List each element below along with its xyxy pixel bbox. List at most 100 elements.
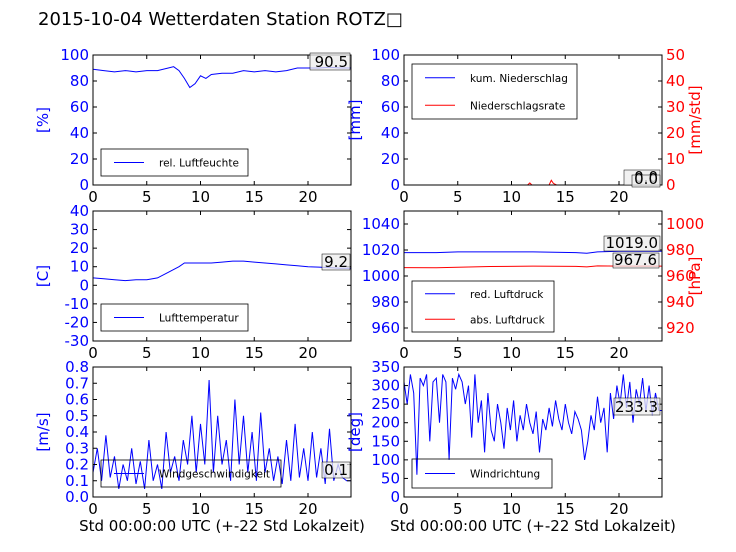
p4-xtick-label-3: 15 — [556, 344, 575, 362]
p6-ytick-label-2: 100 — [371, 451, 400, 469]
p1-series-line-0 — [92, 66, 351, 89]
p4-ytick-right-label-4: 1000 — [666, 215, 704, 233]
p6-ytick-label-1: 50 — [381, 469, 400, 487]
p6-ytick-label-7: 350 — [371, 358, 400, 376]
p1-xtick-label-3: 15 — [245, 188, 264, 206]
p6-legend-label-0: Windrichtung — [470, 469, 540, 481]
p5-xtick-label-0: 0 — [88, 500, 98, 518]
p5-xtick-label-1: 5 — [142, 500, 152, 518]
p3-xtick-label-1: 5 — [142, 344, 152, 362]
p5-value-box-0 — [321, 461, 351, 479]
p1-ytick-label-1: 20 — [70, 150, 89, 168]
p1-ylabel: [%] — [34, 107, 52, 133]
p3-legend-box — [100, 303, 249, 332]
p5-ytick-label-4: 0.4 — [65, 423, 89, 441]
p2-ytick-label-0: 0 — [390, 176, 400, 194]
p6-xtick-label-1: 5 — [453, 500, 463, 518]
figure-title: 2015-10-04 Wetterdaten Station ROTZ□ — [38, 9, 403, 30]
p4-ytick-right-label-0: 920 — [666, 319, 695, 337]
p1-ytick-label-0: 0 — [79, 176, 89, 194]
p1-legend-label-0: rel. Luftfeuchte — [159, 158, 239, 170]
p5-ytick-label-1: 0.1 — [65, 472, 89, 490]
p3-xtick-label-2: 10 — [191, 344, 210, 362]
p3-ytick-label-5: 20 — [70, 239, 89, 257]
p2-ytick-label-3: 60 — [381, 98, 400, 116]
p1-ytick-label-4: 80 — [70, 72, 89, 90]
p2-ylabel: [mm] — [346, 100, 364, 141]
p2-value-box-1 — [631, 174, 661, 188]
p1-ytick-label-5: 100 — [60, 46, 89, 64]
p3-xtick-label-4: 20 — [298, 344, 317, 362]
p2-legend-label-0: kum. Niederschlag — [470, 73, 568, 85]
p6-series-line-0 — [403, 372, 662, 475]
p5-ylabel: [m/s] — [34, 412, 52, 451]
p2-xtick-label-2: 10 — [502, 188, 521, 206]
p1-value-label-0: 90.5 — [315, 53, 348, 71]
p2-xtick-label-0: 0 — [399, 188, 409, 206]
p1-legend-box — [100, 148, 249, 177]
p4-series-line-0 — [404, 250, 662, 254]
p6-xlabel: Std 00:00:00 UTC (+-22 Std Lokalzeit) — [390, 517, 676, 535]
p3-value-label-0: 9.2 — [324, 253, 348, 271]
p5-ytick-label-3: 0.3 — [65, 439, 89, 457]
p4-ytick-right-label-3: 980 — [666, 241, 695, 259]
p2-value-label-1: 0.0 — [634, 170, 658, 188]
p3-legend-label-0: Lufttemperatur — [159, 313, 239, 325]
p3-axes-frame — [92, 210, 352, 342]
p6-ytick-label-3: 150 — [371, 432, 400, 450]
p4-series-line-1 — [403, 265, 662, 269]
p4-ytick-label-3: 1020 — [362, 241, 400, 259]
p4-xtick-label-4: 20 — [609, 344, 628, 362]
p2-ytick-right-label-2: 20 — [666, 124, 685, 142]
p5-value-label-0: 0.1 — [324, 461, 348, 479]
p1-xtick-label-2: 10 — [191, 188, 210, 206]
p6-ytick-label-0: 0 — [390, 488, 400, 506]
p3-ytick-label-0: -30 — [65, 332, 90, 350]
p4-ytick-right-label-1: 940 — [666, 293, 695, 311]
p4-ytick-right-label-2: 960 — [666, 267, 695, 285]
p6-xtick-label-3: 15 — [556, 500, 575, 518]
p2-axes-frame — [403, 54, 663, 186]
p4-value-box-0 — [603, 235, 661, 252]
p2-series-line-1 — [404, 179, 662, 186]
p4-ylabel-right: [hPa] — [686, 257, 704, 296]
p4-legend-label-0: red. Luftdruck — [470, 289, 544, 301]
p6-ytick-label-5: 250 — [371, 395, 400, 413]
p5-legend-label-0: Windgeschwindigkeit — [159, 469, 270, 481]
p2-legend-label-1: Niederschlagsrate — [470, 100, 565, 112]
p4-ytick-label-2: 1000 — [362, 267, 400, 285]
p3-ytick-label-6: 30 — [70, 221, 89, 239]
p5-xtick-label-4: 20 — [298, 500, 317, 518]
p6-axes-frame — [403, 366, 663, 498]
p2-ytick-label-2: 40 — [381, 124, 400, 142]
p4-xtick-label-0: 0 — [399, 344, 409, 362]
p1-axes-frame — [92, 54, 352, 186]
p3-value-box-0 — [321, 253, 351, 271]
p1-xtick-label-0: 0 — [88, 188, 98, 206]
p2-ytick-right-label-3: 30 — [666, 98, 685, 116]
p4-ytick-label-4: 1040 — [362, 215, 400, 233]
p5-ytick-label-0: 0.0 — [65, 488, 89, 506]
p5-ytick-label-6: 0.6 — [65, 391, 89, 409]
p5-xtick-label-3: 15 — [245, 500, 264, 518]
p3-ytick-label-1: -20 — [65, 313, 90, 331]
p5-ytick-label-2: 0.2 — [65, 456, 89, 474]
p3-ytick-label-3: 0 — [79, 276, 89, 294]
p2-xtick-label-1: 5 — [453, 188, 463, 206]
p4-legend-box — [411, 280, 555, 333]
p5-legend-box — [100, 459, 282, 488]
p4-value-label-0: 1019.0 — [606, 234, 659, 252]
p3-series-line-0 — [92, 260, 351, 282]
p2-ytick-right-label-4: 40 — [666, 72, 685, 90]
p6-ylabel: [deg] — [346, 412, 364, 452]
p2-xtick-label-4: 20 — [609, 188, 628, 206]
p1-ytick-label-3: 60 — [70, 98, 89, 116]
p3-ytick-label-2: -10 — [65, 295, 90, 313]
p6-xtick-label-2: 10 — [502, 500, 521, 518]
p4-xtick-label-2: 10 — [502, 344, 521, 362]
p2-ytick-right-label-1: 10 — [666, 150, 685, 168]
p3-xtick-label-3: 15 — [245, 344, 264, 362]
p1-ytick-label-2: 40 — [70, 124, 89, 142]
p5-ytick-label-7: 0.7 — [65, 374, 89, 392]
p5-ytick-label-5: 0.5 — [65, 407, 89, 425]
